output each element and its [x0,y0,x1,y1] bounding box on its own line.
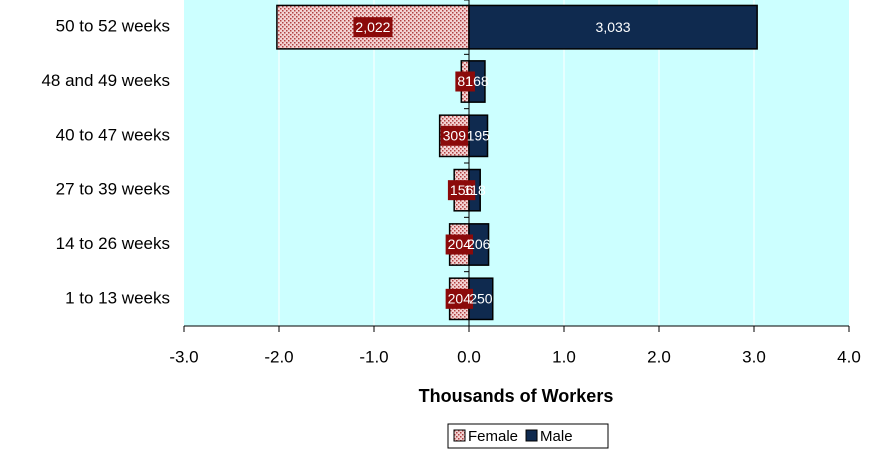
data-label: 81 [457,73,473,89]
data-label-group: 3,033 [596,19,631,35]
data-label-box [455,71,475,92]
data-label-box [447,180,476,201]
x-tick-label: 3.0 [742,347,766,366]
data-label-group: 309 [440,125,469,146]
data-label-group: 204 [445,234,473,255]
legend: Female Male [447,423,609,449]
x-axis-title: Thousands of Workers [419,386,614,406]
x-tick-label: 4.0 [837,347,861,366]
data-label: 250 [469,291,493,307]
data-label: 3,033 [596,19,631,35]
data-label-group: 195 [467,128,491,144]
bar [468,114,489,158]
data-label-group: 156 [447,180,476,201]
legend-label: Female [468,428,518,445]
y-tick-label: 27 to 39 weeks [56,180,170,199]
data-label: 156 [450,182,474,198]
x-tick-label: -1.0 [359,347,388,366]
data-label-group: 81 [455,71,475,92]
plot-area [184,0,849,326]
data-label: 118 [463,182,486,198]
y-tick-label: 1 to 13 weeks [65,288,170,307]
data-label-box [445,288,473,309]
data-label: 2,022 [355,19,390,35]
legend-label: Male [540,428,573,445]
data-label-box [440,125,469,146]
data-label-group: 250 [469,291,493,307]
data-label-box [353,17,393,38]
x-tick-label: -2.0 [264,347,293,366]
x-tick-label: 1.0 [552,347,576,366]
data-label: 206 [467,236,491,252]
y-tick-label: 48 and 49 weeks [41,71,170,90]
legend-swatch [525,429,538,442]
data-label: 309 [443,128,467,144]
x-tick-label: -3.0 [169,347,198,366]
data-label-group: 2,022 [353,17,393,38]
data-label-group: 168 [465,73,489,89]
x-tick-label: 0.0 [457,347,481,366]
y-tick-label: 40 to 47 weeks [56,125,170,144]
y-tick-label: 14 to 26 weeks [56,234,170,253]
data-label-box [445,234,473,255]
legend-swatch [453,429,466,442]
bar [468,4,758,50]
data-label-group: 204 [445,288,473,309]
data-label: 204 [448,291,472,307]
data-label: 204 [448,236,472,252]
data-label: 168 [465,73,489,89]
data-label: 195 [467,128,491,144]
x-tick-label: 2.0 [647,347,671,366]
y-tick-label: 50 to 52 weeks [56,17,170,36]
data-label-group: 118 [463,182,486,198]
data-label-group: 206 [467,236,491,252]
